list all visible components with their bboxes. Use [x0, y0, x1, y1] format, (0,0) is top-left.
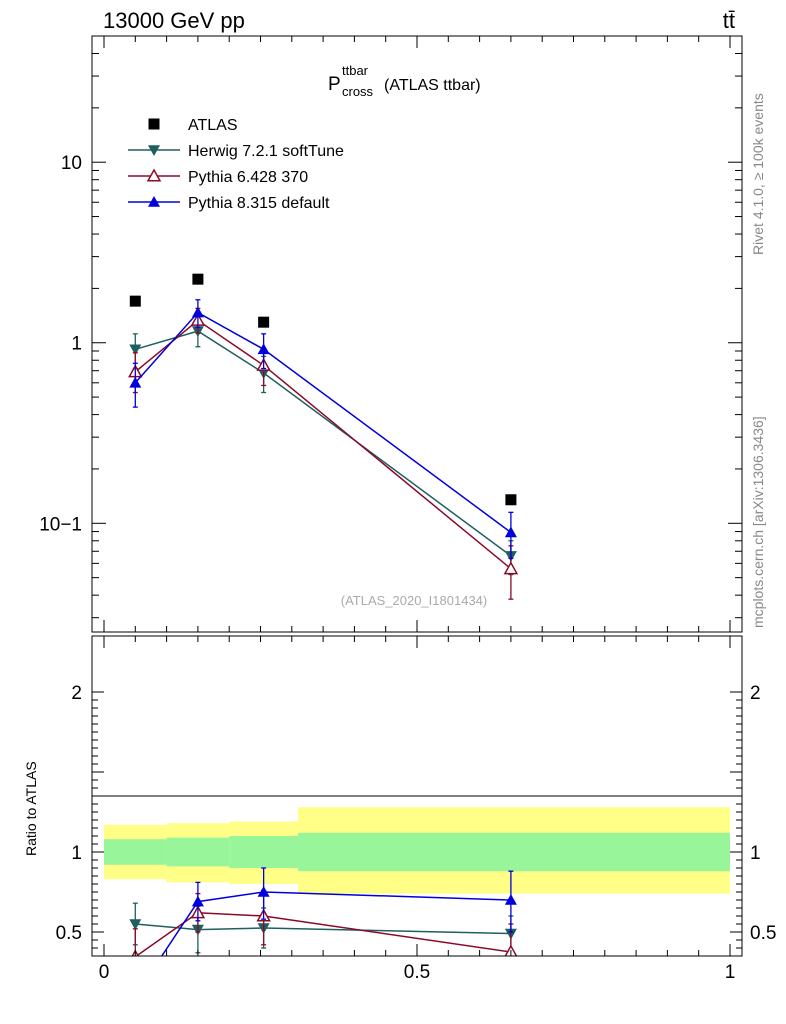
ratio-x-tick-label: 0	[99, 962, 110, 983]
svg-text:P: P	[328, 74, 341, 95]
title-superscript: ttbar	[342, 63, 369, 78]
ratio-pythia-8-315-default-point	[191, 895, 204, 907]
legend-atlas-label: ATLAS	[188, 117, 238, 134]
ratio-y-tick-label-left: 1	[71, 843, 82, 864]
main-plot-frame	[91, 35, 743, 633]
main-herwig-7-2-1-softtune-line	[135, 330, 512, 557]
svg-text:ttbar: ttbar	[342, 63, 369, 78]
ratio-x-tick-label: 1	[725, 962, 736, 983]
legend-herwig-7-2-1-softtune-marker	[148, 145, 160, 156]
title-main: P	[328, 74, 341, 95]
main-atlas-point	[129, 295, 141, 307]
legend-atlas-marker	[148, 118, 160, 130]
main-pythia-8-315-default-point	[191, 306, 204, 318]
ratio-pythia-8-315-default-point	[129, 990, 141, 1001]
legend-pythia-8-315-default-marker	[148, 196, 160, 207]
uncertainty-band-inner	[166, 837, 230, 867]
uncertainty-band-inner	[298, 832, 730, 872]
ratio-y-tick-label-left: 0.5	[56, 923, 82, 944]
plot-title: P ttbar cross (ATLAS ttbar)	[328, 63, 481, 99]
legend-pythia-6-428-370-label: Pythia 6.428 370	[188, 169, 308, 186]
main-herwig-7-2-1-softtune-point	[129, 344, 142, 356]
site-label: mcplots.cern.ch [arXiv:1306.3436]	[750, 416, 766, 628]
ratio-x-tick-label: 0.5	[404, 962, 430, 983]
main-pythia-6-428-370-line	[134, 319, 512, 570]
ratio-herwig-7-2-1-softtune-point	[129, 919, 142, 930]
main-y-tick-label: 10	[61, 153, 82, 174]
legend: ATLAS Herwig 7.2.1 softTune Pythia 6.428 3…	[128, 117, 344, 212]
main-pythia-8-315-default-point	[257, 343, 270, 355]
legend-pythia-8-315-default-label: Pythia 8.315 default	[188, 195, 330, 212]
main-plot-panel: 10−1 1 10 P ttbar cross (ATLAS ttbar) (ATL…	[39, 35, 743, 633]
svg-text:cross: cross	[342, 84, 374, 99]
main-pythia-8-315-default-point	[129, 376, 142, 388]
main-y-tick-label: 10−1	[39, 514, 82, 535]
uncertainty-band-inner	[229, 836, 299, 868]
main-y-tick-label: 1	[71, 334, 82, 355]
main-pythia-6-428-370-point	[503, 561, 519, 575]
ratio-y-label: Ratio to ATLAS	[23, 761, 39, 856]
watermark: (ATLAS_2020_I1801434)	[341, 593, 487, 608]
ratio-pythia-8-315-default-line	[160, 891, 511, 956]
process-label: tt̄	[723, 8, 735, 33]
legend-pythia-6-428-370-marker	[146, 168, 162, 182]
ratio-pythia-6-428-370-line	[135, 912, 512, 956]
legend-herwig-7-2-1-softtune-label: Herwig 7.2.1 softTune	[188, 143, 344, 160]
ratio-herwig-7-2-1-softtune-line	[135, 923, 511, 935]
energy-label: 13000 GeV pp	[103, 8, 245, 33]
main-pythia-8-315-default-point	[504, 526, 517, 538]
ratio-plot-panel: 0.5 0.5 1 1 2 2 0 0.5 1 Ratio to ATLAS	[23, 635, 776, 1001]
main-pythia-8-315-default-line	[134, 311, 512, 534]
main-atlas-point	[505, 494, 517, 506]
ratio-y-tick-label-right: 2	[750, 683, 761, 704]
rivet-label: Rivet 4.1.0, ≥ 100k events	[750, 93, 766, 255]
ratio-y-tick-label-right: 1	[750, 843, 761, 864]
ratio-pythia-8-315-default-point	[257, 886, 270, 897]
svg-text:(ATLAS ttbar): (ATLAS ttbar)	[384, 77, 481, 94]
ratio-y-tick-label-right: 0.5	[750, 923, 776, 944]
ratio-y-tick-label-left: 2	[71, 683, 82, 704]
ratio-pythia-8-315-default-point	[504, 894, 517, 905]
uncertainty-band-inner	[104, 839, 167, 865]
ratio-plot-frame	[91, 635, 743, 957]
main-atlas-point	[192, 273, 204, 285]
title-subscript: cross	[342, 84, 374, 99]
title-suffix: (ATLAS ttbar)	[384, 77, 481, 94]
main-atlas-point	[258, 316, 270, 328]
